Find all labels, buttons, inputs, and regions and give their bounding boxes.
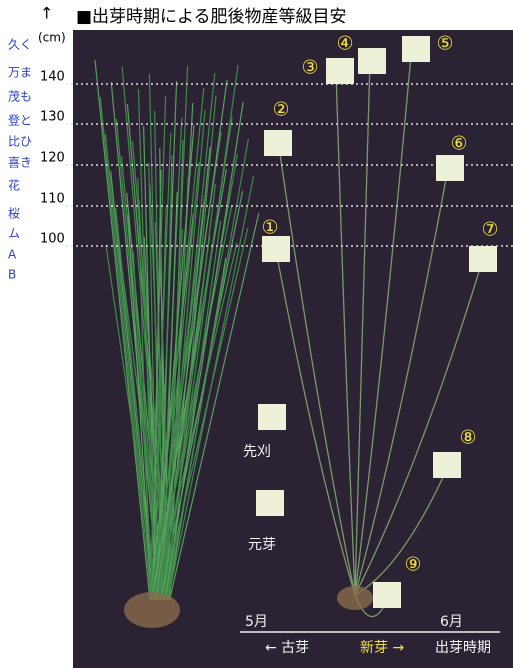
scale-label: 120 xyxy=(40,151,65,166)
title: ■出芽時期による肥後物産等級目安 xyxy=(76,7,347,27)
number: ⑥ xyxy=(450,133,467,155)
tag-card xyxy=(358,48,386,74)
tag-card xyxy=(469,246,497,272)
page: ↑ (cm) ■出芽時期による肥後物産等級目安 140 130 120 110 100 久… xyxy=(0,0,513,668)
number: ① xyxy=(261,217,278,239)
grade: 久く xyxy=(8,38,32,52)
grade: 茂も xyxy=(8,90,32,104)
number: ② xyxy=(272,99,289,121)
grade: A xyxy=(8,248,17,262)
grade: 桜 xyxy=(8,207,20,221)
label-sakigari: 先刈 xyxy=(243,444,271,460)
grade: 万ま xyxy=(8,66,32,80)
number: ⑤ xyxy=(436,33,453,55)
may: 5月 xyxy=(245,614,268,630)
grade: 登と xyxy=(8,113,32,128)
unit: (cm) xyxy=(38,31,66,45)
tag-card xyxy=(433,452,461,478)
caption: 出芽時期 xyxy=(435,640,491,656)
tag-card xyxy=(256,490,284,516)
grade: B xyxy=(8,268,16,282)
tag-card xyxy=(262,236,290,262)
tag-card xyxy=(326,58,354,84)
tag-card xyxy=(264,130,292,156)
up-arrow: ↑ xyxy=(40,4,53,23)
number: ⑨ xyxy=(404,554,421,576)
number: ③ xyxy=(301,57,318,79)
label-motome: 元芽 xyxy=(248,537,276,553)
grade: ム xyxy=(8,227,20,241)
roots xyxy=(337,586,373,610)
scale-label: 130 xyxy=(40,110,65,125)
grade: 喜き xyxy=(8,156,32,170)
tag-card xyxy=(436,155,464,181)
grade: 花 xyxy=(8,178,20,193)
number: ⑦ xyxy=(481,219,498,241)
roots xyxy=(124,592,180,628)
number: ④ xyxy=(336,33,353,55)
scale-label: 100 xyxy=(40,232,65,247)
tag-card xyxy=(373,582,401,608)
june: 6月 xyxy=(440,614,463,630)
number: ⑧ xyxy=(459,427,476,449)
tag-card xyxy=(402,36,430,62)
tag-card xyxy=(258,404,286,430)
scale-label: 110 xyxy=(40,192,65,207)
scale-label: 140 xyxy=(40,70,65,85)
new: 新芽 → xyxy=(360,640,404,656)
old: ← 古芽 xyxy=(265,640,309,656)
grade: 比ひ xyxy=(8,135,32,149)
